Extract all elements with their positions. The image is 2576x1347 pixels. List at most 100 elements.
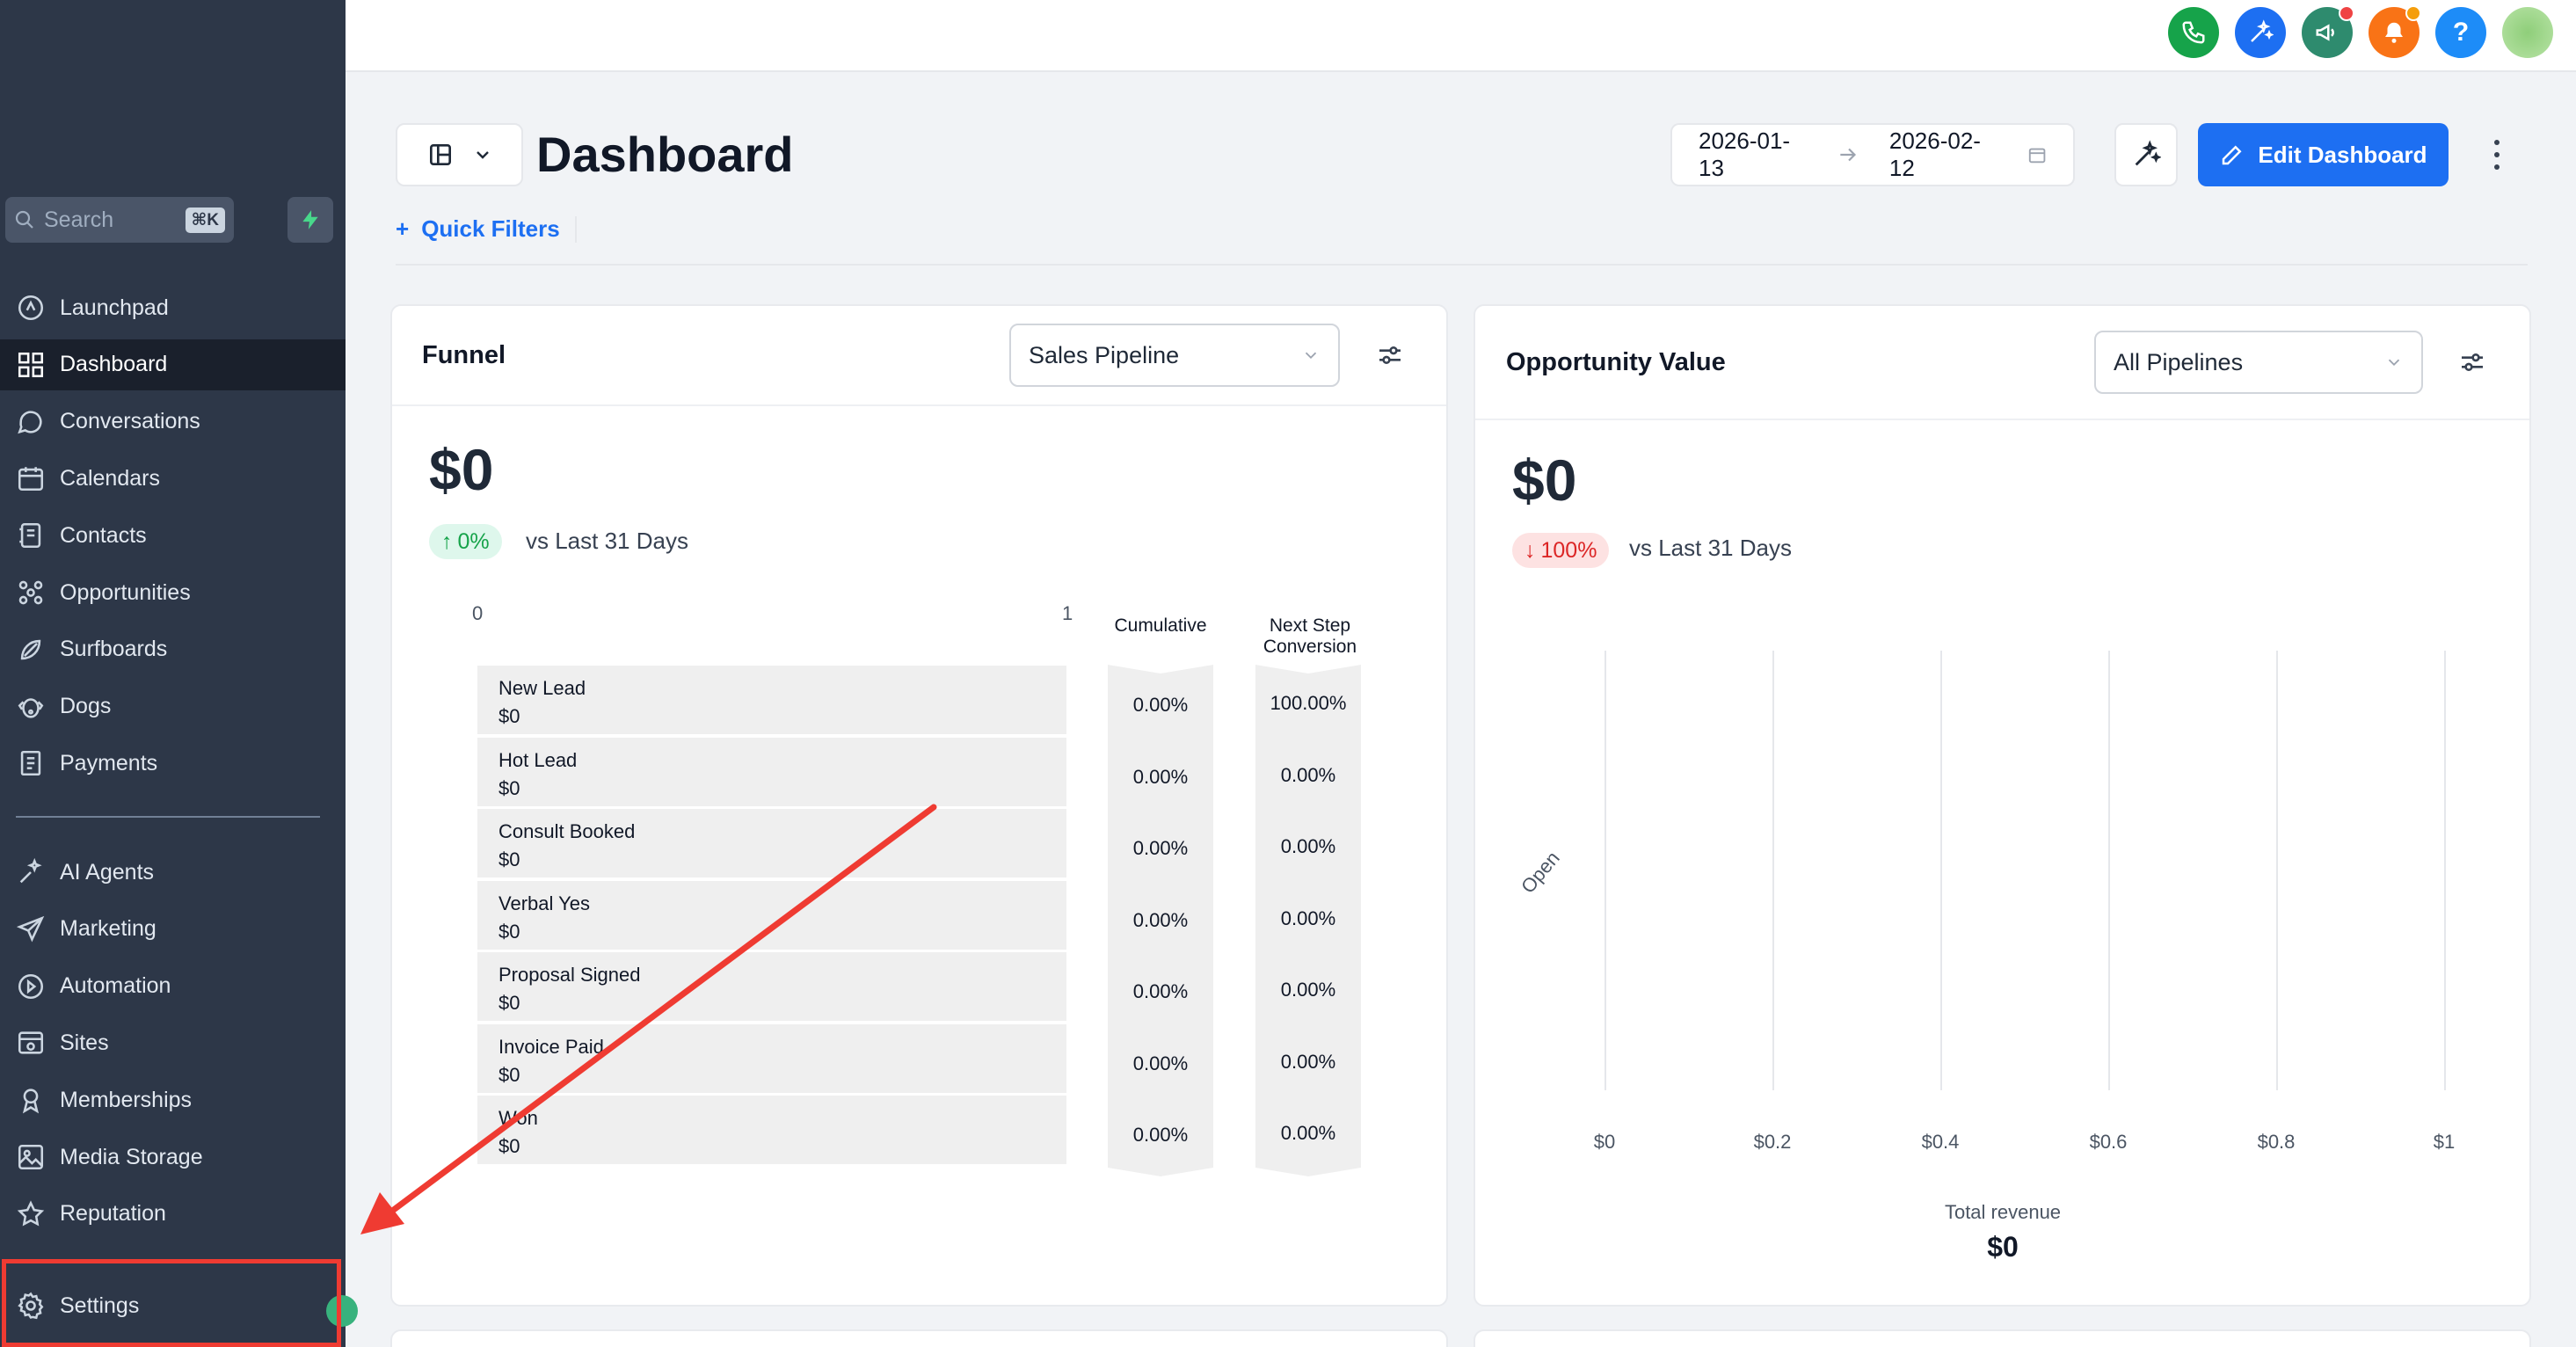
cumulative-header: Cumulative: [1114, 615, 1207, 636]
sidebar-item-conversations[interactable]: Conversations: [0, 397, 346, 448]
stage-value: $0: [498, 1135, 520, 1157]
sidebar-item-label: Dashboard: [60, 352, 168, 377]
sidebar-item-automation[interactable]: Automation: [0, 961, 346, 1012]
sidebar-item-sites[interactable]: Sites: [0, 1017, 346, 1068]
chart-gridline: [1772, 651, 1774, 1090]
funnel-stage-row: Proposal Signed $0: [477, 952, 1066, 1021]
stage-value: $0: [498, 848, 520, 870]
chart-gridline: [2276, 651, 2278, 1090]
x-tick-label: $1: [2433, 1131, 2456, 1153]
sidebar-item-reputation[interactable]: Reputation: [0, 1189, 346, 1240]
media-icon: [18, 1144, 44, 1170]
sites-icon: [18, 1031, 44, 1054]
sidebar-item-marketing[interactable]: Marketing: [0, 904, 346, 955]
cumulative-cell: 0.00%: [1132, 908, 1189, 931]
sidebar-item-calendars[interactable]: Calendars: [0, 453, 346, 504]
help-button[interactable]: ?: [2435, 7, 2486, 58]
sidebar-item-media-storage[interactable]: Media Storage: [0, 1132, 346, 1183]
edit-dashboard-button[interactable]: Edit Dashboard: [2198, 123, 2449, 186]
x-tick-label: $0.2: [1753, 1131, 1792, 1153]
next-step-header-line1: Next Step: [1269, 615, 1351, 636]
sidebar-item-surfboards[interactable]: Surfboards: [0, 624, 346, 675]
edit-dashboard-label: Edit Dashboard: [2258, 141, 2427, 168]
sidebar-item-label: Surfboards: [60, 637, 168, 662]
card-divider: [1475, 419, 2529, 420]
page-title: Dashboard: [536, 127, 794, 182]
sliders-icon: [2462, 353, 2483, 371]
sidebar-divider: [16, 816, 320, 818]
chart-gridline: [1940, 651, 1942, 1090]
sidebar-item-contacts[interactable]: Contacts: [0, 510, 346, 561]
funnel-stage-row: New Lead $0: [477, 666, 1066, 734]
payments-icon: [20, 751, 41, 776]
funnel-pipeline-value: Sales Pipeline: [1029, 341, 1180, 368]
search-icon: [15, 210, 33, 229]
sidebar-item-dogs[interactable]: Dogs: [0, 681, 346, 732]
bottom-card-left: [390, 1329, 1448, 1347]
calendar-icon: [2028, 148, 2046, 164]
more-options-button[interactable]: [2484, 136, 2510, 173]
filter-settings-button[interactable]: [2458, 348, 2486, 381]
stage-name: Proposal Signed: [498, 964, 641, 986]
cumulative-cell: 0.00%: [1132, 980, 1189, 1002]
date-end: 2026-02-12: [1888, 127, 1981, 181]
automation-icon: [18, 973, 44, 999]
sidebar-item-ai-agents[interactable]: AI Agents: [0, 847, 346, 898]
next-step-header-line2: Conversion: [1263, 637, 1357, 657]
avatar[interactable]: [2502, 7, 2553, 58]
x-tick-label: $0: [1593, 1131, 1616, 1153]
next-step-header: Next Step Conversion: [1248, 615, 1372, 658]
funnel-title: Funnel: [422, 341, 506, 369]
sidebar-item-label: Media Storage: [60, 1144, 203, 1169]
stage-value: $0: [498, 705, 520, 727]
sidebar-item-label: Conversations: [60, 409, 200, 434]
quick-action-button[interactable]: [287, 197, 333, 243]
opportunity-change-badge: ↓ 100%: [1512, 533, 1610, 568]
next-step-chevron-column: [1255, 665, 1361, 1176]
sidebar-item-settings[interactable]: Settings: [0, 1280, 346, 1331]
layout-switcher-button[interactable]: [396, 123, 523, 186]
funnel-change-badge: ↑ 0%: [429, 524, 502, 559]
card-divider: [392, 404, 1446, 406]
bottom-card-right: [1474, 1329, 2531, 1347]
settings-status-dot: [326, 1295, 358, 1327]
opportunity-pipeline-select[interactable]: All Pipelines: [2094, 331, 2423, 394]
quick-filters-button[interactable]: + Quick Filters: [396, 215, 560, 243]
membership-icon: [22, 1089, 40, 1114]
stage-value: $0: [498, 992, 520, 1014]
stage-name: New Lead: [498, 677, 586, 699]
sidebar-item-launchpad[interactable]: Launchpad: [0, 282, 346, 333]
opportunity-value-card: [1474, 304, 2531, 1307]
next-step-cell: 0.00%: [1280, 979, 1336, 1001]
total-revenue-value: $0: [1987, 1231, 2019, 1263]
cumulative-cell: 0.00%: [1132, 1052, 1189, 1074]
ai-insights-button[interactable]: [2114, 123, 2178, 186]
sparkle-icon: [19, 857, 42, 884]
filter-settings-button[interactable]: [1376, 341, 1404, 374]
funnel-stage-row: Invoice Paid $0: [477, 1023, 1066, 1093]
ai-magic-button[interactable]: [2235, 7, 2286, 58]
search-input[interactable]: Search ⌘K: [5, 197, 234, 243]
star-icon: [17, 1200, 45, 1227]
sidebar-item-memberships[interactable]: Memberships: [0, 1074, 346, 1125]
chevron-down-icon: [1305, 352, 1317, 360]
sidebar-item-payments[interactable]: Payments: [0, 738, 346, 789]
sidebar-item-opportunities[interactable]: Opportunities: [0, 567, 346, 618]
x-tick-label: $0.6: [2089, 1131, 2128, 1153]
total-revenue-label: Total revenue: [1944, 1201, 2062, 1223]
phone-icon: [2182, 21, 2205, 44]
announcements-button[interactable]: [2302, 5, 2354, 58]
funnel-vs-text: vs Last 31 Days: [526, 528, 688, 554]
date-range-picker[interactable]: 2026-01-13 2026-02-12: [1670, 123, 2075, 186]
cumulative-cell: 0.00%: [1132, 837, 1189, 859]
sidebar-item-dashboard[interactable]: Dashboard: [0, 339, 346, 390]
phone-button[interactable]: [2168, 7, 2219, 58]
stage-name: Won: [498, 1107, 538, 1129]
funnel-pipeline-select[interactable]: Sales Pipeline: [1009, 324, 1340, 387]
search-shortcut: ⌘K: [185, 207, 225, 233]
cumulative-chevron-column: [1108, 665, 1213, 1176]
sidebar-item-label: Opportunities: [60, 579, 191, 605]
notifications-button[interactable]: [2369, 5, 2421, 58]
opportunity-pipeline-value: All Pipelines: [2114, 348, 2244, 375]
sidebar-item-label: Settings: [60, 1292, 140, 1318]
